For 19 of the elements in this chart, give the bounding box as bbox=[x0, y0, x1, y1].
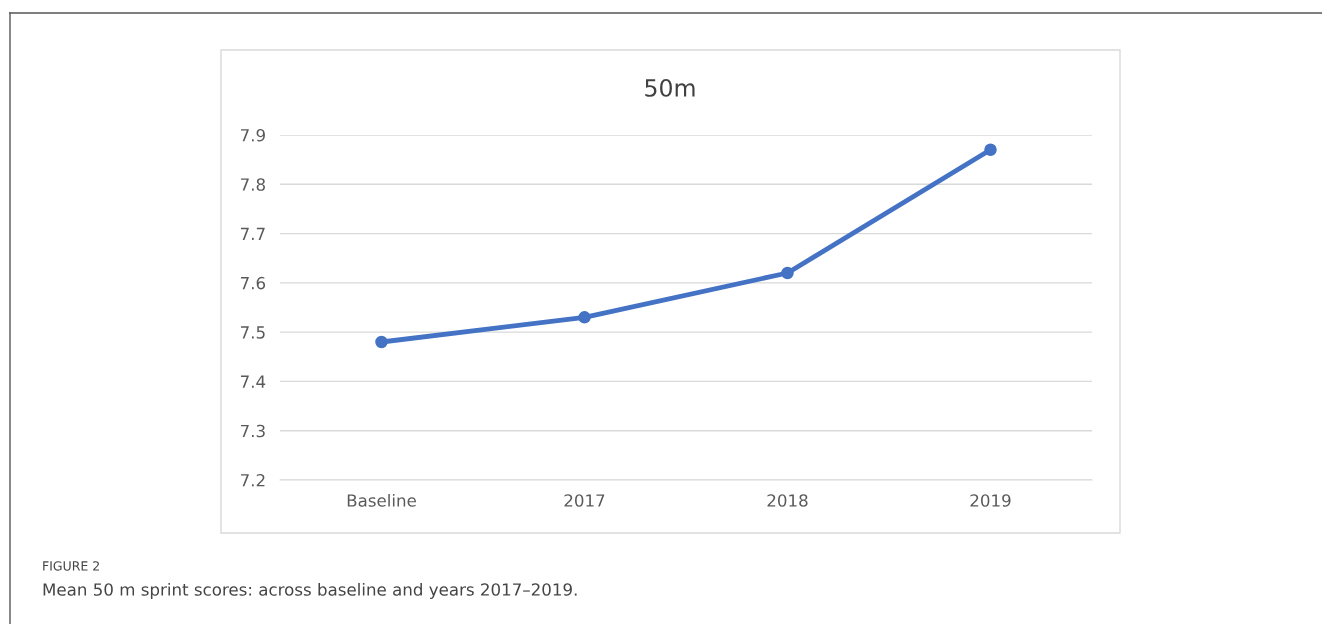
x-tick-label: 2019 bbox=[970, 494, 1011, 507]
chart-title: 50m bbox=[645, 78, 695, 97]
y-tick-label: 7.4 bbox=[240, 375, 266, 388]
point bbox=[578, 311, 591, 324]
point bbox=[375, 335, 388, 349]
text: Mean 50 m sprint scores: across baseline and years 2017–2019. bbox=[43, 582, 577, 600]
y-tick-label: 7.6 bbox=[240, 276, 266, 290]
x-tick-label: 2018 bbox=[767, 494, 808, 507]
y-tick-label: 7.2 bbox=[240, 473, 265, 487]
point bbox=[984, 143, 997, 157]
y-tick-label: 7.3 bbox=[240, 424, 265, 438]
x-tick-label: Baseline bbox=[347, 493, 416, 507]
x-tick-label: 2017 bbox=[564, 494, 605, 507]
y-tick-label: 7.5 bbox=[240, 326, 265, 339]
y-tick-label: 7.7 bbox=[240, 227, 265, 240]
y-tick-label: 7.8 bbox=[240, 178, 265, 191]
caption: FIGURE 2 bbox=[43, 561, 99, 571]
point bbox=[781, 266, 794, 280]
y-tick-label: 7.9 bbox=[240, 128, 265, 142]
